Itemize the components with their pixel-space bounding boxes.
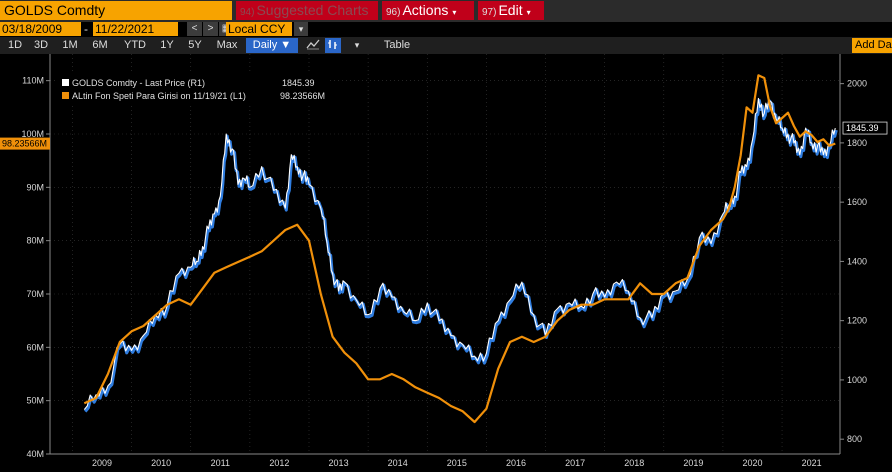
left-last-value-text: 98.23566M: [2, 139, 47, 149]
legend-swatch-fund: [62, 92, 69, 99]
chart-type-dropdown-icon[interactable]: ▾: [354, 40, 360, 50]
date-separator: -: [84, 22, 88, 36]
suggested-charts-button[interactable]: 94) Suggested Charts: [236, 1, 378, 20]
x-tick-label: 2019: [683, 458, 703, 468]
chart-background: [0, 54, 892, 472]
legend-value-gold: 1845.39: [282, 78, 315, 88]
left-tick-label: 100M: [21, 129, 44, 139]
right-tick-label: 1200: [847, 316, 867, 326]
line-chart-glyph: [306, 39, 320, 50]
suggested-charts-label: Suggested Charts: [256, 2, 369, 18]
x-tick-label: 2018: [624, 458, 644, 468]
x-tick-label: 2009: [92, 458, 112, 468]
edit-label: Edit: [498, 2, 523, 18]
left-tick-label: 70M: [26, 289, 44, 299]
period-3d[interactable]: 3D: [33, 39, 49, 51]
right-tick-label: 1000: [847, 375, 867, 385]
x-tick-label: 2021: [802, 458, 822, 468]
left-tick-label: 40M: [26, 449, 44, 459]
fund-flow-line: [83, 74, 836, 424]
x-tick-label: 2012: [269, 458, 289, 468]
right-tick-label: 1400: [847, 256, 867, 266]
x-tick-label: 2011: [211, 458, 230, 468]
start-date-field[interactable]: 03/18/2009: [0, 22, 81, 36]
top-toolbar: GOLDS Comdty 94) Suggested Charts 96) Acti…: [0, 0, 892, 22]
line-chart-icon[interactable]: [304, 38, 322, 53]
legend-value-fund: 98.23566M: [280, 91, 325, 101]
edit-caret-icon: ▾: [526, 8, 531, 17]
edit-menu-button[interactable]: 97) Edit ▾: [478, 1, 544, 20]
x-tick-label: 2010: [151, 458, 171, 468]
legend: GOLDS Comdty - Last Price (R1) 1845.39 A…: [58, 74, 330, 104]
x-tick-label: 2014: [388, 458, 408, 468]
price-chart: 2009 2010 2011 2012 2013 2014 2015 2016 2017 2018…: [0, 54, 892, 472]
right-last-value-text: 1845.39: [846, 123, 879, 133]
legend-label-gold: GOLDS Comdty - Last Price (R1): [72, 78, 205, 88]
axis-layer: [46, 54, 844, 455]
period-5y[interactable]: 5Y: [188, 39, 202, 51]
period-ytd[interactable]: YTD: [124, 39, 146, 51]
x-tick-label: 2016: [506, 458, 526, 468]
actions-caret-icon: ▾: [452, 8, 457, 17]
series-layer: [83, 74, 838, 424]
actions-label: Actions: [402, 2, 449, 18]
legend-box: [58, 74, 330, 104]
period-1d[interactable]: 1D: [7, 39, 23, 51]
period-6m[interactable]: 6M: [92, 39, 108, 51]
currency-field[interactable]: Local CCY: [226, 22, 292, 36]
right-tick-label: 1600: [847, 197, 867, 207]
frequency-dropdown[interactable]: Daily ▼: [246, 38, 298, 53]
ticker-field[interactable]: GOLDS Comdty: [0, 1, 232, 20]
left-tick-label: 60M: [26, 342, 44, 352]
left-tick-label: 90M: [26, 182, 44, 192]
actions-menu-button[interactable]: 96) Actions ▾: [382, 1, 474, 20]
left-tick-label: 80M: [26, 236, 44, 246]
date-range-row: 03/18/2009 - 11/22/2021 < > ▦ Local CCY …: [0, 22, 892, 37]
right-tick-label: 800: [847, 434, 862, 444]
x-tick-label: 2020: [742, 458, 762, 468]
currency-dropdown-icon[interactable]: ▾: [294, 22, 308, 36]
bar-chart-glyph: [328, 40, 337, 49]
add-data-button[interactable]: Add Da: [852, 38, 892, 53]
left-last-value-tag: [0, 137, 50, 150]
right-last-value-tag: [842, 121, 888, 135]
end-date-field[interactable]: 11/22/2021: [93, 22, 178, 36]
left-tick-label: 110M: [22, 76, 44, 86]
period-selector-row: 1D 3D 1M 6M YTD 1Y 5Y Max Daily ▼ ▾ Tabl…: [0, 37, 892, 54]
right-tick-label: 2000: [847, 79, 867, 89]
table-button[interactable]: Table: [383, 39, 411, 51]
right-tick-label: 1800: [847, 138, 867, 148]
period-max[interactable]: Max: [216, 39, 238, 51]
period-1y[interactable]: 1Y: [160, 39, 174, 51]
period-1m[interactable]: 1M: [62, 39, 78, 51]
grid-layer: [50, 54, 840, 455]
legend-label-fund: ALtin Fon Speti Para Girisi on 11/19/21 …: [72, 91, 246, 101]
x-tick-label: 2017: [565, 458, 585, 468]
suggested-charts-number: 94): [240, 7, 255, 18]
edit-number: 97): [482, 7, 497, 18]
left-tick-label: 50M: [26, 396, 44, 406]
gold-price-line: [83, 97, 836, 410]
legend-swatch-gold: [62, 79, 69, 86]
previous-period-icon[interactable]: <: [187, 22, 202, 36]
x-tick-label: 2015: [447, 458, 467, 468]
x-tick-label: 2013: [329, 458, 349, 468]
label-layer: 2009 2010 2011 2012 2013 2014 2015 2016 2017 2018…: [0, 76, 888, 468]
next-period-icon[interactable]: >: [203, 22, 218, 36]
bar-chart-icon[interactable]: [325, 38, 341, 53]
actions-number: 96): [386, 7, 401, 18]
